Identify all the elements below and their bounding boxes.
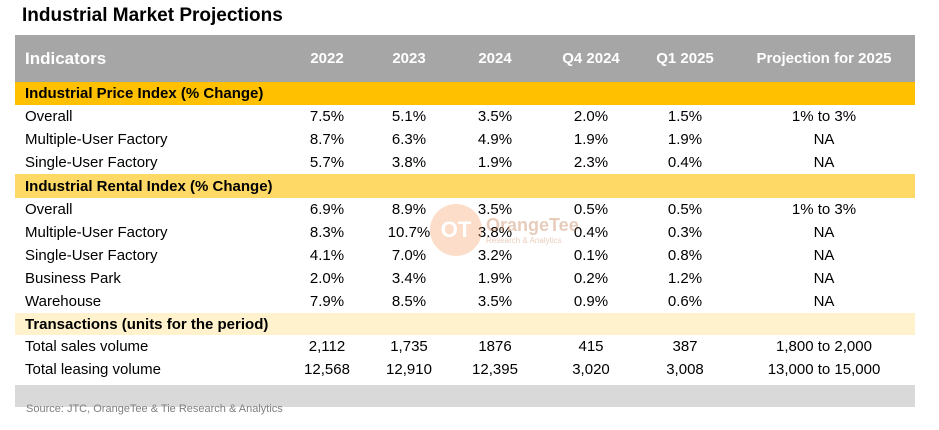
page-title: Industrial Market Projections <box>22 5 283 26</box>
cell: 1.5% <box>667 108 703 125</box>
cell: 3.5% <box>477 201 513 218</box>
cell: 10.7% <box>387 224 431 241</box>
section-title: Industrial Price Index (% Change) <box>25 85 264 102</box>
row-label: Business Park <box>25 270 121 287</box>
section-price-index: Industrial Price Index (% Change) <box>15 82 915 105</box>
projections-table: Indicators 2022 2023 2024 Q4 2024 Q1 202… <box>15 35 915 407</box>
cell: 4.9% <box>477 131 513 148</box>
cell: 5.1% <box>391 108 427 125</box>
header-col-2024: 2024 <box>478 50 512 67</box>
table-row: Overall 6.9% 8.9% 3.5% 0.5% 0.5% 1% to 3… <box>15 198 915 221</box>
cell: 3,008 <box>666 361 704 378</box>
table-row: Total sales volume 2,112 1,735 1876 415 … <box>15 335 915 358</box>
cell: NA <box>813 224 835 241</box>
table-header-row: Indicators 2022 2023 2024 Q4 2024 Q1 202… <box>15 35 915 82</box>
cell: 7.5% <box>309 108 345 125</box>
cell: 5.7% <box>309 154 345 171</box>
header-col-2022: 2022 <box>310 50 344 67</box>
cell: 0.2% <box>573 270 609 287</box>
header-col-q1-2025: Q1 2025 <box>656 50 714 67</box>
cell: 1876 <box>478 338 512 355</box>
table-row: Single-User Factory 4.1% 7.0% 3.2% 0.1% … <box>15 244 915 267</box>
row-label: Total sales volume <box>25 338 149 355</box>
cell: 2,112 <box>308 338 346 355</box>
cell: 8.3% <box>309 224 345 241</box>
header-col-2023: 2023 <box>392 50 426 67</box>
section-rental-index: Industrial Rental Index (% Change) <box>15 174 915 198</box>
cell: 1.9% <box>477 270 513 287</box>
table-row: Single-User Factory 5.7% 3.8% 1.9% 2.3% … <box>15 151 915 174</box>
cell: 12,568 <box>304 361 350 378</box>
section-title: Industrial Rental Index (% Change) <box>25 177 273 195</box>
cell: 8.9% <box>391 201 427 218</box>
cell: 0.1% <box>573 247 609 264</box>
cell: 415 <box>578 338 604 355</box>
cell: 1,800 to 2,000 <box>776 338 872 355</box>
section-transactions: Transactions (units for the period) <box>15 313 915 335</box>
row-label: Total leasing volume <box>25 361 161 378</box>
cell: 2.0% <box>573 108 609 125</box>
cell: 0.9% <box>573 293 609 310</box>
cell: 0.3% <box>667 224 703 241</box>
cell: 3,020 <box>572 361 610 378</box>
header-indicators: Indicators <box>25 48 107 68</box>
cell: 2.0% <box>309 270 345 287</box>
cell: 1% to 3% <box>791 201 857 218</box>
source-note: Source: JTC, OrangeTee & Tie Research & … <box>26 403 283 415</box>
table-row: Warehouse 7.9% 8.5% 3.5% 0.9% 0.6% NA <box>15 290 915 313</box>
cell: 6.3% <box>391 131 427 148</box>
row-label: Overall <box>25 201 73 218</box>
cell: 7.0% <box>391 247 427 264</box>
cell: 13,000 to 15,000 <box>767 361 881 378</box>
cell: 0.8% <box>667 247 703 264</box>
cell: NA <box>813 293 835 310</box>
footer-bar <box>15 385 915 407</box>
table-row: Overall 7.5% 5.1% 3.5% 2.0% 1.5% 1% to 3… <box>15 105 915 128</box>
cell: 3.4% <box>391 270 427 287</box>
cell: NA <box>813 247 835 264</box>
table-row: Multiple-User Factory 8.7% 6.3% 4.9% 1.9… <box>15 128 915 151</box>
cell: 8.5% <box>391 293 427 310</box>
cell: NA <box>813 131 835 148</box>
table-row: Multiple-User Factory 8.3% 10.7% 3.8% 0.… <box>15 221 915 244</box>
cell: 1.2% <box>667 270 703 287</box>
cell: 3.5% <box>477 293 513 310</box>
cell: 3.2% <box>477 247 513 264</box>
cell: 8.7% <box>309 131 345 148</box>
row-label: Multiple-User Factory <box>25 131 168 148</box>
cell: 4.1% <box>309 247 345 264</box>
row-label: Multiple-User Factory <box>25 224 168 241</box>
cell: 12,910 <box>386 361 432 378</box>
section-title: Transactions (units for the period) <box>25 315 269 333</box>
row-label: Single-User Factory <box>25 247 158 264</box>
header-col-projection-2025: Projection for 2025 <box>756 50 892 67</box>
cell: 387 <box>672 338 698 355</box>
cell: 1.9% <box>573 131 609 148</box>
table-row: Total leasing volume 12,568 12,910 12,39… <box>15 358 915 381</box>
cell: NA <box>813 270 835 287</box>
cell: 0.6% <box>667 293 703 310</box>
cell: 0.4% <box>667 154 703 171</box>
cell: NA <box>813 154 835 171</box>
cell: 3.5% <box>477 108 513 125</box>
cell: 0.5% <box>667 201 703 218</box>
cell: 0.4% <box>573 224 609 241</box>
cell: 7.9% <box>309 293 345 310</box>
cell: 3.8% <box>391 154 427 171</box>
cell: 6.9% <box>309 201 345 218</box>
row-label: Single-User Factory <box>25 154 158 171</box>
cell: 12,395 <box>472 361 518 378</box>
cell: 1.9% <box>477 154 513 171</box>
table-row: Business Park 2.0% 3.4% 1.9% 0.2% 1.2% N… <box>15 267 915 290</box>
cell: 2.3% <box>573 154 609 171</box>
cell: 1% to 3% <box>791 108 857 125</box>
cell: 0.5% <box>573 201 609 218</box>
row-label: Overall <box>25 108 73 125</box>
cell: 3.8% <box>477 224 513 241</box>
row-label: Warehouse <box>25 293 102 310</box>
cell: 1,735 <box>390 338 428 355</box>
header-col-q4-2024: Q4 2024 <box>562 50 620 67</box>
cell: 1.9% <box>667 131 703 148</box>
